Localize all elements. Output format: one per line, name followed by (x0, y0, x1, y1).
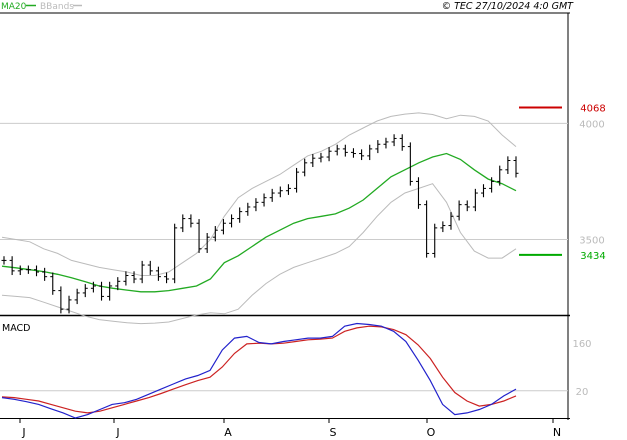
price-bar (407, 142, 413, 186)
price-bar (196, 219, 202, 253)
price-bar (9, 256, 15, 276)
price-bar (139, 260, 145, 284)
price-bar (440, 221, 446, 233)
macd-panel (1, 322, 517, 419)
price-bar (17, 265, 23, 276)
macd-tick-label: 160 (572, 339, 591, 350)
price-bar (285, 184, 291, 195)
macd-title: MACD (2, 323, 30, 334)
x-month-label: S (330, 426, 337, 439)
price-bar (277, 186, 283, 198)
resistance-level-label: 4068 (580, 104, 605, 115)
price-bar (253, 198, 259, 212)
price-bar (269, 188, 275, 202)
price-bar (367, 144, 373, 161)
price-bar (50, 272, 56, 295)
price-bar (399, 134, 405, 151)
x-month-label: J (115, 426, 119, 439)
price-bar (424, 200, 430, 258)
price-bar (180, 214, 186, 233)
price-bar (334, 144, 340, 156)
price-bar (115, 277, 121, 291)
price-panel: 4068 3434 (1, 104, 606, 325)
price-bar (245, 202, 251, 216)
price-bar (472, 188, 478, 212)
price-tick-label: 3500 (579, 236, 604, 247)
macd-signal-line (1, 325, 517, 414)
copyright-text: © TEC 27/10/2024 4:0 GMT (442, 1, 575, 12)
price-bar (383, 137, 389, 149)
price-bar (318, 152, 324, 163)
price-bar (456, 200, 462, 221)
price-bar (107, 281, 113, 301)
price-bar (229, 214, 235, 228)
price-bar (155, 266, 161, 281)
price-bar (164, 272, 170, 284)
price-bar (204, 232, 210, 253)
support-level-label: 3434 (580, 251, 605, 262)
chart-frame (0, 12, 570, 420)
price-bar (220, 219, 226, 235)
price-bar (58, 286, 64, 314)
price-bar (391, 134, 397, 147)
price-bar (310, 154, 316, 168)
price-bar (90, 281, 96, 293)
bband-lower-line (1, 183, 517, 325)
macd-grid: 160 20 (0, 339, 592, 398)
price-bar (497, 165, 503, 186)
price-bar (489, 177, 495, 193)
price-bar (480, 184, 486, 198)
x-month-label: J (21, 426, 25, 439)
price-bar (302, 158, 308, 177)
price-bar (464, 200, 470, 212)
ma20-line (1, 152, 517, 293)
price-bar (1, 256, 7, 265)
price-bar (415, 177, 421, 209)
price-bar (359, 149, 365, 161)
legend-bbands: BBands (40, 2, 74, 12)
price-bar (375, 140, 381, 154)
macd-tick-label: 20 (576, 387, 589, 398)
legend-ma20: MA20 (1, 2, 27, 12)
price-bar (448, 212, 454, 230)
price-bar (432, 223, 438, 258)
x-month-label: O (427, 426, 436, 439)
price-bar (131, 271, 137, 284)
price-bar (147, 260, 153, 276)
price-bar (82, 284, 88, 298)
price-bar (513, 156, 519, 178)
price-bar (34, 265, 40, 277)
price-bar (188, 214, 194, 228)
price-bar (294, 167, 300, 193)
price-bar (66, 295, 72, 314)
price-bar (74, 288, 80, 305)
price-bar (212, 226, 218, 242)
price-bar (42, 267, 48, 281)
x-month-label: N (553, 426, 561, 439)
price-bar (99, 281, 105, 301)
price-bar (350, 148, 356, 158)
price-bar (25, 265, 31, 274)
price-bar (326, 147, 332, 162)
price-bar (172, 223, 178, 284)
macd-line (1, 322, 517, 419)
price-bar (505, 156, 511, 174)
price-bar (342, 144, 348, 157)
x-month-label: A (224, 426, 232, 439)
price-bar (261, 193, 267, 207)
bband-upper-line (1, 112, 517, 276)
price-bar (237, 207, 243, 223)
price-bar (123, 271, 129, 286)
price-tick-label: 4000 (579, 119, 604, 130)
price-grid: 4000 3500 (0, 119, 605, 247)
